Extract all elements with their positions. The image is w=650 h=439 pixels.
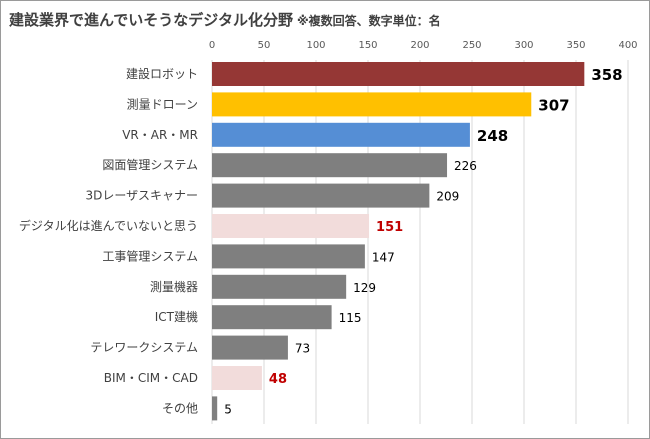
value-label: 73 [295,342,310,356]
value-label: 151 [376,220,403,235]
value-label: 147 [372,250,395,264]
value-label: 226 [454,159,477,173]
chart-title: 建設業界で進んでいそうなデジタル化分野 ※複数回答、数字単位：名 [9,9,441,30]
bar [212,62,585,86]
category-label: 図面管理システム [102,157,198,172]
x-tick-label: 100 [306,40,325,51]
value-label: 209 [436,190,459,204]
value-label: 5 [224,402,232,416]
x-tick-label: 400 [618,40,637,51]
category-label: 測量ドローン [127,97,198,111]
bar [212,335,288,360]
x-tick-label: 350 [566,40,585,51]
bars [212,62,585,421]
bar [212,274,347,299]
category-label: 測量機器 [150,279,198,294]
x-tick-label: 250 [462,40,481,51]
value-label: 48 [269,372,287,387]
category-label: BIM・CIM・CAD [104,371,198,385]
bar [212,183,430,208]
x-tick-label: 150 [358,40,377,51]
x-tick-label: 300 [514,40,533,51]
category-label: 建設ロボット [126,66,198,81]
value-label: 307 [538,96,569,114]
bar [212,122,470,147]
category-label: 3Dレーザスキャナー [85,189,198,203]
bar [212,305,332,330]
value-label: 129 [353,281,376,295]
value-label: 115 [339,311,362,325]
category-label: テレワークシステム [90,341,198,355]
bar [212,153,448,178]
x-tick-label: 50 [258,40,271,51]
bar [212,92,532,117]
chart-title-text: 建設業界で進んでいそうなデジタル化分野 [9,11,293,29]
chart-subtitle: ※複数回答、数字単位：名 [296,14,441,28]
category-label: 工事管理システム [102,248,198,263]
bar [212,214,370,238]
x-axis-ticks: 0 50 100 150 200 250 300 350 400 [209,40,638,51]
value-label: 248 [477,127,508,145]
x-tick-label: 200 [410,40,429,51]
bar [212,366,262,390]
category-label: ICT建機 [155,309,198,324]
x-tick-label: 0 [209,40,215,51]
bar [212,244,365,269]
bar [212,396,218,421]
category-label: その他 [162,401,198,415]
category-label: VR・AR・MR [122,128,198,142]
category-label: デジタル化は進んでいないと思う [19,218,198,233]
value-label: 358 [591,66,622,84]
gridlines [211,60,629,424]
